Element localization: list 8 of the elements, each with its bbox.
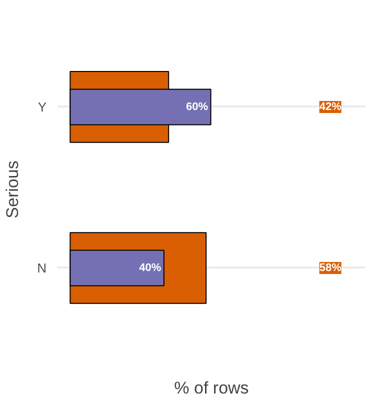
data-label: 42%	[319, 100, 342, 113]
data-label: 58%	[319, 262, 342, 274]
data-label: 40%	[139, 262, 162, 274]
y-tick-label: Y	[38, 99, 47, 114]
x-axis-title: % of rows	[174, 378, 249, 398]
data-label: 60%	[186, 100, 208, 113]
y-axis-title: Serious	[3, 160, 22, 218]
y-tick-label: N	[37, 260, 46, 276]
